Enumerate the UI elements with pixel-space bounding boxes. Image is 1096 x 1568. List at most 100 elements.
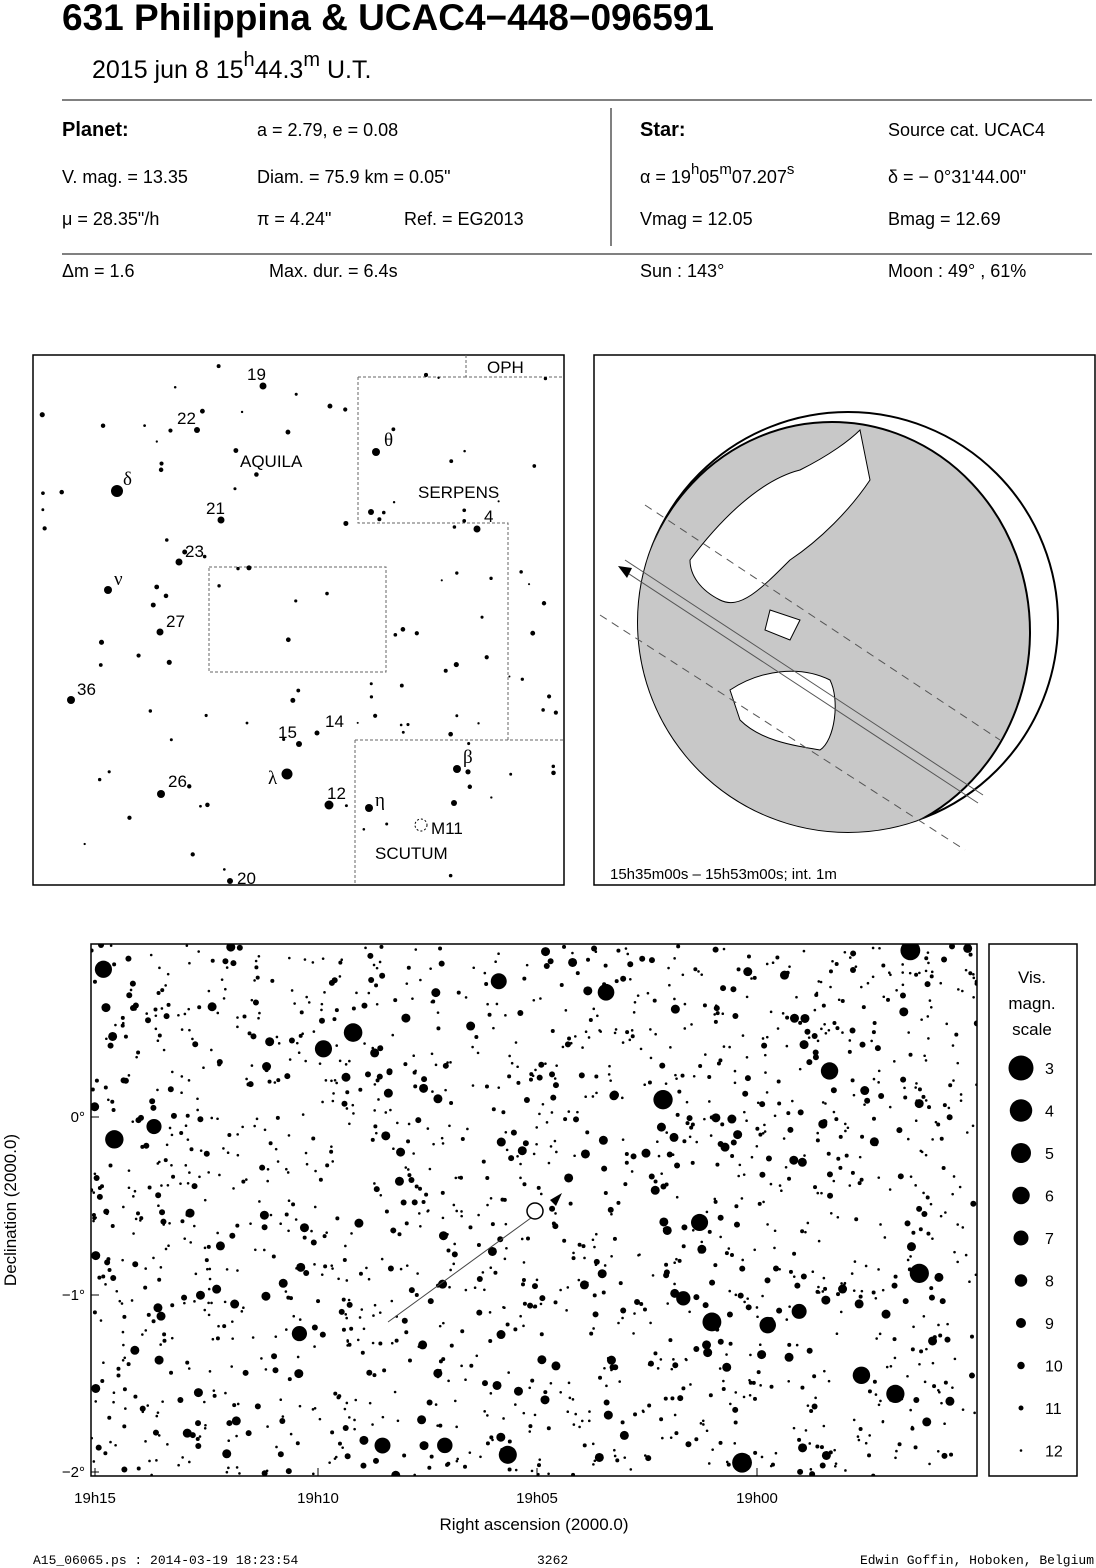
star	[751, 1380, 756, 1385]
star	[94, 960, 112, 978]
star	[676, 1291, 691, 1306]
star	[624, 947, 628, 950]
star	[579, 1280, 589, 1290]
date-part: 2015 jun 8 15	[92, 56, 244, 84]
star	[290, 989, 294, 992]
star	[125, 955, 132, 962]
star	[675, 1257, 678, 1261]
star	[464, 1378, 467, 1382]
star	[92, 1310, 97, 1315]
star	[927, 1105, 932, 1110]
star	[676, 944, 681, 949]
star	[847, 1049, 852, 1054]
star	[713, 1199, 718, 1204]
star	[456, 1457, 459, 1461]
star	[765, 1091, 769, 1094]
star	[834, 962, 839, 967]
scale-mag: 6	[1045, 1189, 1054, 1206]
star	[216, 1058, 223, 1065]
star	[305, 995, 308, 999]
star	[294, 599, 298, 603]
star	[438, 1231, 448, 1241]
star	[715, 1011, 720, 1016]
star	[333, 1457, 337, 1460]
star	[614, 1028, 618, 1031]
star	[564, 1009, 568, 1012]
star	[587, 1419, 591, 1423]
star	[412, 1054, 416, 1057]
star	[550, 1111, 554, 1114]
star	[193, 1388, 203, 1398]
star	[647, 1363, 651, 1366]
star	[809, 1471, 816, 1476]
star	[774, 1451, 778, 1455]
star	[776, 1307, 783, 1314]
star	[189, 1241, 193, 1244]
star	[399, 723, 403, 727]
star	[877, 1081, 880, 1084]
star	[442, 1321, 445, 1325]
star	[844, 1129, 847, 1133]
star	[337, 1277, 340, 1281]
star	[969, 1334, 974, 1339]
star	[951, 1192, 954, 1196]
star	[114, 1023, 117, 1027]
star	[931, 1361, 935, 1365]
star	[182, 1428, 192, 1438]
star	[136, 1211, 141, 1216]
star	[235, 1223, 240, 1228]
star	[800, 1273, 807, 1280]
star	[729, 1253, 734, 1258]
star	[821, 1295, 831, 1305]
star	[217, 584, 221, 588]
star	[107, 1042, 114, 1049]
star	[321, 957, 325, 960]
star	[322, 1234, 327, 1239]
star	[734, 1391, 738, 1394]
star	[141, 1333, 144, 1336]
star	[527, 1302, 534, 1309]
star	[843, 1122, 847, 1126]
star	[826, 1151, 831, 1156]
y-tick-label: 0°	[71, 1109, 85, 1126]
star	[502, 1305, 505, 1309]
star	[195, 1443, 202, 1450]
star	[788, 1305, 791, 1308]
star	[733, 1420, 738, 1425]
star	[646, 991, 650, 995]
star	[608, 1064, 611, 1068]
star	[746, 1297, 749, 1300]
star	[769, 1010, 773, 1014]
star	[620, 1096, 624, 1100]
star	[436, 1424, 439, 1427]
star	[688, 1135, 692, 1139]
star	[968, 1372, 975, 1379]
star	[284, 1290, 288, 1293]
star	[674, 1073, 677, 1077]
star	[544, 1062, 547, 1065]
star	[877, 1403, 881, 1407]
star	[227, 1466, 230, 1470]
star	[866, 981, 870, 985]
star	[702, 1340, 712, 1350]
star	[522, 1140, 529, 1147]
star	[743, 1110, 746, 1114]
star	[135, 1117, 142, 1124]
star	[152, 1256, 155, 1260]
star	[938, 1333, 943, 1338]
star	[444, 1088, 447, 1092]
star	[573, 1116, 580, 1123]
star	[430, 1052, 434, 1056]
star	[311, 1408, 315, 1411]
star	[232, 1187, 235, 1190]
star	[344, 1063, 348, 1066]
star	[448, 1285, 451, 1289]
star	[313, 1407, 317, 1410]
star	[547, 694, 552, 699]
star	[493, 1270, 498, 1275]
star-label: Star:	[640, 119, 686, 141]
star-label: 12	[327, 784, 346, 803]
star	[539, 997, 542, 1000]
star	[231, 1320, 234, 1323]
star	[926, 1231, 931, 1236]
